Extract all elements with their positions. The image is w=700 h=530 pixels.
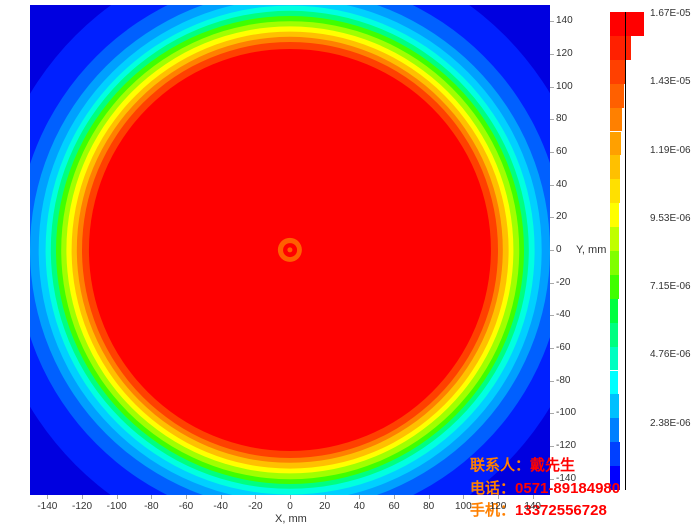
colorbar-segment — [610, 179, 620, 203]
x-tick-label: 100 — [455, 501, 472, 512]
x-tick-label: 40 — [354, 501, 365, 512]
y-tick-label: -40 — [556, 309, 570, 320]
x-tick-label: 20 — [319, 501, 330, 512]
colorbar-tick-label: 1.43E-05 — [650, 76, 691, 87]
colorbar-segment — [610, 203, 619, 227]
colorbar-segment — [610, 60, 626, 84]
colorbar-tick-label: 2.38E-06 — [650, 418, 691, 429]
y-tick-label: 100 — [556, 81, 573, 92]
colorbar-tick-label: 1.67E-05 — [650, 8, 691, 19]
x-tick-label: 0 — [287, 501, 293, 512]
x-tick-label: -40 — [213, 501, 227, 512]
x-tick-label: -80 — [144, 501, 158, 512]
colorbar-segment — [610, 323, 618, 347]
colorbar-segment — [610, 155, 620, 179]
colorbar-segment — [610, 12, 644, 36]
y-tick-label: -60 — [556, 342, 570, 353]
colorbar-segment — [610, 418, 619, 442]
y-tick-label: -140 — [556, 473, 576, 484]
y-tick-label: 0 — [556, 244, 562, 255]
y-tick-label: -100 — [556, 407, 576, 418]
x-tick-label: 80 — [423, 501, 434, 512]
colorbar-tick-label: 7.15E-06 — [650, 281, 691, 292]
colorbar-segment — [610, 84, 624, 108]
y-tick-label: 60 — [556, 146, 567, 157]
x-tick-label: -120 — [72, 501, 92, 512]
colorbar-segment — [610, 347, 618, 371]
y-tick-label: 80 — [556, 113, 567, 124]
colorbar-segment — [610, 299, 618, 323]
colorbar-segment — [610, 251, 619, 275]
y-axis-label: Y, mm — [576, 244, 606, 256]
y-tick-label: -120 — [556, 440, 576, 451]
colorbar: 1.67E-051.43E-051.19E-069.53E-067.15E-06… — [610, 12, 644, 490]
colorbar-marker-line — [625, 12, 626, 490]
y-tick-label: 40 — [556, 179, 567, 190]
watermark-value: 戴先生 — [530, 457, 575, 474]
x-tick-label: -60 — [179, 501, 193, 512]
colorbar-tick-label: 9.53E-06 — [650, 213, 691, 224]
x-tick-label: 60 — [388, 501, 399, 512]
y-tick-label: 140 — [556, 15, 573, 26]
watermark-line: 联系人：戴先生 — [470, 455, 620, 478]
x-tick-label: 140 — [524, 501, 541, 512]
x-tick-label: -140 — [37, 501, 57, 512]
colorbar-segment — [610, 227, 619, 251]
colorbar-tick-label: 4.76E-06 — [650, 349, 691, 360]
y-tick-label: -80 — [556, 375, 570, 386]
heatmap-plot — [30, 5, 550, 495]
x-tick-label: 120 — [490, 501, 507, 512]
colorbar-segment — [610, 394, 619, 418]
colorbar-tick-label: 1.19E-06 — [650, 145, 691, 156]
contact-watermark: 联系人：戴先生电话：0571-89184980手机：13372556728 — [470, 455, 620, 523]
watermark-label: 电话： — [470, 480, 515, 497]
watermark-label: 联系人： — [470, 457, 530, 474]
colorbar-segment — [610, 36, 631, 60]
colorbar-segment — [610, 132, 621, 156]
x-axis-label: X, mm — [275, 513, 307, 525]
watermark-line: 电话：0571-89184980 — [470, 478, 620, 501]
y-tick-label: 20 — [556, 211, 567, 222]
x-tick-label: -100 — [107, 501, 127, 512]
y-tick-label: 120 — [556, 48, 573, 59]
x-tick-label: -20 — [248, 501, 262, 512]
y-tick-label: -20 — [556, 277, 570, 288]
colorbar-segment — [610, 275, 619, 299]
colorbar-segment — [610, 371, 618, 395]
colorbar-segment — [610, 108, 622, 132]
